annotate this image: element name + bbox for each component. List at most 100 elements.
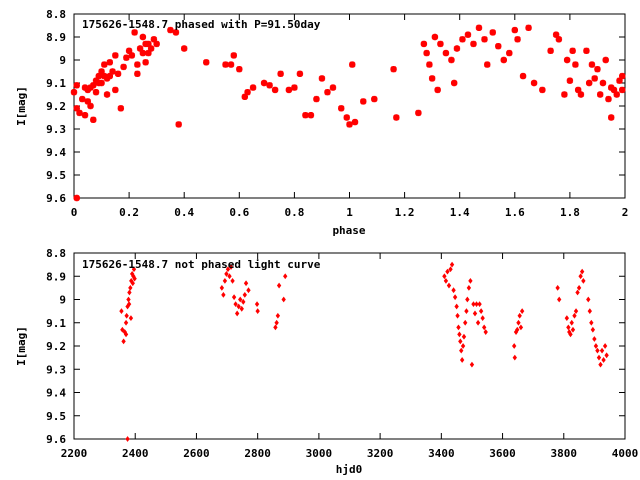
y-tick-label: 9.3: [46, 123, 66, 136]
data-point: [552, 31, 560, 38]
data-point: [221, 291, 226, 298]
x-tick-label: 0.2: [119, 206, 139, 219]
data-point: [464, 308, 469, 315]
data-point: [134, 61, 141, 68]
data-point: [587, 308, 592, 315]
data-point: [423, 49, 430, 57]
phased-y-axis-label: I[mag]: [15, 86, 28, 126]
data-point: [452, 294, 458, 301]
data-point: [465, 296, 470, 303]
data-point: [613, 91, 620, 98]
data-point: [120, 326, 125, 333]
data-point: [81, 84, 89, 91]
data-point: [599, 79, 607, 87]
data-point: [390, 66, 397, 73]
data-point: [233, 301, 238, 308]
data-point: [569, 319, 574, 326]
data-point: [393, 114, 400, 121]
x-tick-label: 1.2: [395, 206, 415, 219]
data-point: [483, 329, 488, 335]
data-point: [475, 319, 481, 326]
data-point: [561, 91, 568, 98]
data-point: [472, 310, 478, 317]
data-point: [474, 301, 479, 308]
data-point: [547, 47, 554, 54]
data-point: [586, 296, 591, 303]
x-tick-label: 1.6: [505, 206, 525, 219]
raw-points: [119, 261, 609, 442]
data-point: [167, 26, 174, 34]
data-point: [464, 31, 472, 38]
data-point: [228, 264, 234, 270]
data-point: [246, 287, 251, 294]
data-point: [234, 310, 240, 317]
data-point: [468, 278, 473, 284]
data-point: [581, 278, 586, 284]
data-point: [453, 45, 461, 52]
y-tick-label: 9.6: [46, 433, 66, 446]
data-point: [619, 86, 626, 94]
data-point: [126, 296, 131, 303]
data-point: [469, 361, 475, 368]
data-point: [530, 79, 538, 87]
data-point: [445, 268, 450, 275]
data-point: [512, 354, 517, 361]
data-point: [466, 284, 472, 291]
data-point: [555, 284, 560, 291]
data-point: [307, 112, 315, 119]
y-tick-label: 8.8: [46, 247, 66, 260]
data-point: [598, 361, 603, 368]
data-point: [302, 112, 309, 119]
data-point: [481, 36, 488, 43]
data-point: [222, 278, 228, 284]
x-tick-label: 1.8: [560, 206, 580, 219]
data-point: [285, 86, 293, 94]
data-point: [480, 315, 485, 321]
data-point: [147, 45, 155, 52]
data-point: [242, 291, 247, 298]
data-point: [475, 24, 483, 31]
data-point: [181, 45, 188, 52]
data-point: [576, 284, 582, 291]
data-point: [616, 77, 623, 84]
data-point: [454, 303, 459, 310]
data-point: [564, 315, 570, 321]
y-tick-label: 9.4: [46, 146, 66, 159]
data-point: [608, 84, 615, 91]
data-point: [619, 72, 626, 80]
y-tick-label: 9: [59, 54, 66, 67]
x-tick-label: 0.8: [284, 206, 304, 219]
data-point: [136, 45, 144, 52]
data-point: [291, 84, 298, 91]
y-tick-label: 9.2: [46, 100, 66, 113]
data-point: [243, 280, 249, 287]
data-point: [175, 121, 182, 128]
data-point: [255, 308, 260, 315]
x-tick-label: 3800: [551, 447, 578, 460]
x-tick-label: 3600: [489, 447, 516, 460]
data-point: [589, 319, 594, 326]
data-point: [329, 84, 337, 91]
data-point: [227, 273, 232, 280]
data-point: [590, 326, 596, 333]
data-point: [563, 56, 571, 64]
data-point: [90, 116, 97, 123]
data-point: [443, 278, 449, 284]
data-point: [150, 36, 158, 43]
x-tick-label: 0: [71, 206, 78, 219]
data-point: [351, 118, 359, 126]
data-point: [437, 40, 444, 48]
data-point: [456, 324, 461, 331]
data-point: [459, 36, 466, 43]
x-tick-label: 2: [622, 206, 629, 219]
data-point: [451, 287, 456, 294]
data-point: [238, 296, 243, 303]
data-point: [489, 29, 496, 36]
data-point: [236, 303, 241, 310]
y-tick-label: 9.1: [46, 317, 66, 330]
data-point: [98, 68, 105, 75]
data-point: [95, 72, 102, 80]
data-point: [525, 24, 532, 31]
y-tick-label: 9.5: [46, 169, 66, 182]
x-tick-label: 1: [346, 206, 353, 219]
